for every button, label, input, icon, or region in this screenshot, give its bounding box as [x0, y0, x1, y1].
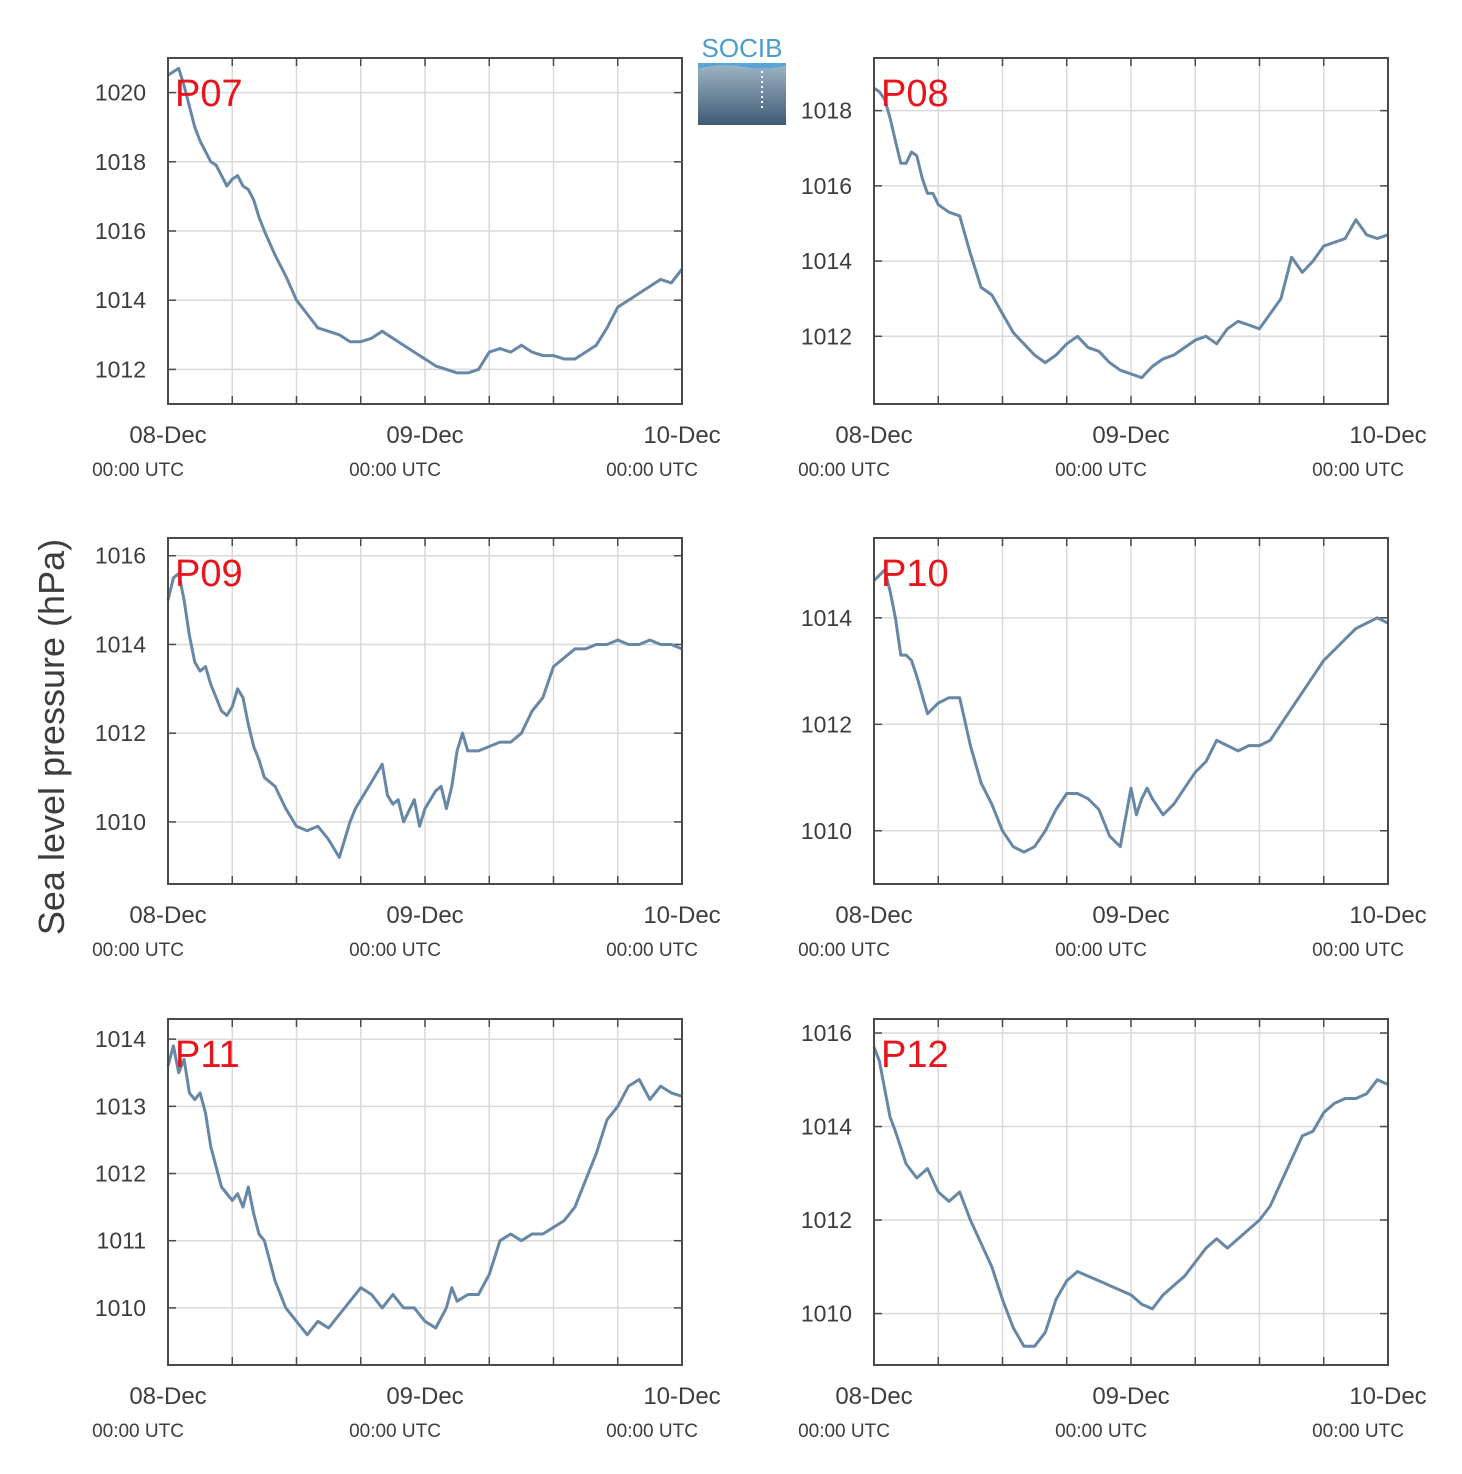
x-tick-label-time: 00:00 UTC [798, 1421, 890, 1442]
x-tick-label-date: 10-Dec [643, 422, 720, 449]
y-tick-label: 1012 [95, 1161, 146, 1187]
y-tick-label: 1014 [801, 248, 852, 274]
y-tick-label: 1016 [95, 218, 146, 244]
y-tick-label: 1018 [95, 149, 146, 175]
y-tick-label: 1018 [801, 98, 852, 124]
panel-p12: 1010 1012 1014 1016 08-Dec 00:00 UTC 09-Dec 00:… [798, 1018, 1427, 1442]
y-tick-label: 1016 [95, 543, 146, 569]
panel-p10: 1010 1012 1014 08-Dec 00:00 UTC 09-Dec 00:00 U… [798, 537, 1427, 961]
y-tick-label: 1013 [95, 1093, 146, 1119]
x-tick-label-time: 00:00 UTC [1055, 940, 1147, 961]
x-tick-label-date: 09-Dec [386, 902, 463, 929]
x-tick-label-date: 09-Dec [386, 422, 463, 449]
x-tick-label-time: 00:00 UTC [1312, 940, 1404, 961]
x-tick-label-date: 09-Dec [1092, 422, 1169, 449]
x-tick-label-time: 00:00 UTC [798, 460, 890, 481]
y-tick-label: 1016 [801, 1020, 852, 1046]
x-tick-label-date: 08-Dec [129, 1383, 206, 1410]
x-tick-label-time: 00:00 UTC [92, 1421, 184, 1442]
x-tick-label-date: 08-Dec [129, 902, 206, 929]
plot-frame [167, 537, 683, 885]
y-tick-label: 1014 [95, 631, 146, 657]
y-tick-label: 1014 [95, 287, 146, 313]
pressure-series-line [167, 66, 684, 375]
y-tick-label: 1010 [95, 809, 146, 835]
x-tick-label-date: 09-Dec [386, 1383, 463, 1410]
x-tick-label-date: 08-Dec [129, 422, 206, 449]
panel-p08: 1012 1014 1016 1018 08-Dec 00:00 UTC 09-Dec 00:… [798, 57, 1427, 481]
x-tick-label-time: 00:00 UTC [1312, 460, 1404, 481]
x-tick-label-date: 08-Dec [835, 1383, 912, 1410]
socib-logo: SOCIB [697, 33, 787, 125]
x-tick-label-time: 00:00 UTC [349, 940, 441, 961]
x-tick-label-time: 00:00 UTC [606, 460, 698, 481]
y-tick-label: 1012 [95, 356, 146, 382]
x-tick-label-time: 00:00 UTC [798, 940, 890, 961]
plot-frame [873, 537, 1389, 885]
panel-p07: 1012 1014 1016 1018 1020 08-Dec 00:00 UTC 09-De… [92, 57, 721, 481]
x-tick-label-time: 00:00 UTC [1312, 1421, 1404, 1442]
x-tick-label-time: 00:00 UTC [92, 460, 184, 481]
y-tick-label: 1012 [801, 323, 852, 349]
y-tick-label: 1014 [95, 1026, 146, 1052]
panel-label: P07 [175, 73, 243, 115]
y-tick-label: 1010 [95, 1295, 146, 1321]
x-tick-label-date: 10-Dec [643, 1383, 720, 1410]
panel-p09: 1010 1012 1014 1016 08-Dec 00:00 UTC 09-Dec 00:… [92, 537, 721, 961]
y-tick-label: 1010 [801, 818, 852, 844]
x-tick-label-time: 00:00 UTC [349, 1421, 441, 1442]
x-tick-label-date: 10-Dec [1349, 902, 1426, 929]
panel-p11: 1010 1011 1012 1013 1014 08-Dec 00:00 UTC 09-De… [92, 1018, 721, 1442]
x-tick-label-date: 10-Dec [1349, 422, 1426, 449]
x-tick-label-date: 10-Dec [643, 902, 720, 929]
y-tick-label: 1014 [801, 605, 852, 631]
socib-logo-text: SOCIB [701, 33, 783, 63]
x-tick-label-date: 09-Dec [1092, 902, 1169, 929]
panel-label: P11 [175, 1034, 240, 1076]
x-tick-label-time: 00:00 UTC [606, 940, 698, 961]
y-tick-label: 1011 [97, 1228, 146, 1254]
y-tick-label: 1020 [95, 80, 146, 106]
y-tick-label: 1012 [801, 1207, 852, 1233]
x-tick-label-date: 08-Dec [835, 422, 912, 449]
plot-frame [873, 1018, 1389, 1366]
x-tick-label-date: 08-Dec [835, 902, 912, 929]
x-tick-label-time: 00:00 UTC [349, 460, 441, 481]
x-tick-label-time: 00:00 UTC [606, 1421, 698, 1442]
pressure-series-line [166, 1044, 683, 1337]
pressure-series-line [872, 568, 1389, 854]
y-tick-label: 1016 [801, 173, 852, 199]
pressure-series-line [166, 572, 683, 859]
plot-frame [167, 1018, 683, 1366]
y-tick-label: 1012 [95, 720, 146, 746]
x-tick-label-time: 00:00 UTC [1055, 460, 1147, 481]
plot-frame [167, 57, 683, 405]
panel-label: P09 [175, 553, 243, 595]
panel-label: P10 [881, 553, 949, 595]
x-tick-label-time: 00:00 UTC [1055, 1421, 1147, 1442]
y-tick-label: 1014 [801, 1114, 852, 1140]
x-tick-label-time: 00:00 UTC [92, 940, 184, 961]
socib-logo-mark-icon [698, 63, 786, 125]
x-tick-label-date: 09-Dec [1092, 1383, 1169, 1410]
y-tick-label: 1010 [801, 1301, 852, 1327]
panel-label: P08 [881, 73, 949, 115]
y-tick-label: 1012 [801, 711, 852, 737]
plot-frame [873, 57, 1389, 405]
panel-label: P12 [881, 1034, 949, 1076]
x-tick-label-date: 10-Dec [1349, 1383, 1426, 1410]
pressure-series-line [872, 1046, 1389, 1348]
pressure-series-line [873, 86, 1389, 380]
